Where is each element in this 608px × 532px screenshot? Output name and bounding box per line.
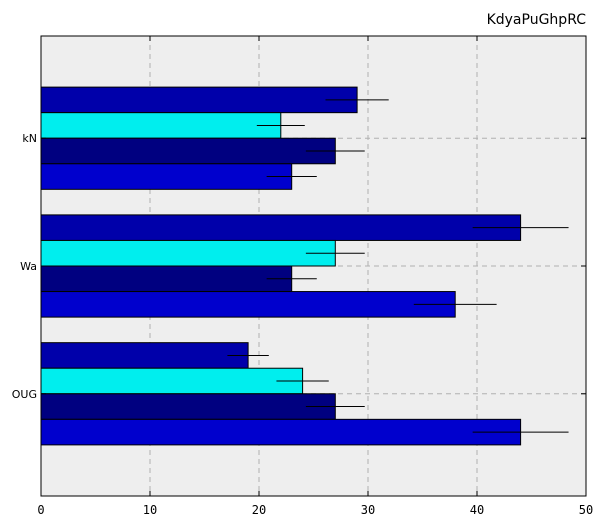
bar <box>40 342 249 369</box>
x-tick-label: 0 <box>37 503 44 517</box>
bar <box>40 86 358 114</box>
x-tick-label: 40 <box>470 503 484 517</box>
x-tick-label: 10 <box>143 503 157 517</box>
y-tick-label: Wa <box>20 260 37 273</box>
bars <box>40 86 522 446</box>
bar <box>40 393 336 420</box>
bar <box>40 291 456 318</box>
error-bars <box>227 99 569 433</box>
x-tick-label: 20 <box>252 503 266 517</box>
bar <box>40 367 304 395</box>
ticks: 0 10 20 30 40 50 kN Wa OUG <box>12 36 593 517</box>
bar <box>40 163 293 190</box>
x-tick-label: 50 <box>579 503 593 517</box>
bar <box>40 137 336 165</box>
bar <box>40 214 522 241</box>
bar <box>40 418 522 446</box>
y-tick-label: kN <box>22 132 37 145</box>
bar <box>40 239 336 267</box>
bar <box>40 265 293 293</box>
bar <box>40 112 282 139</box>
y-tick-label: OUG <box>12 388 37 401</box>
x-tick-label: 30 <box>361 503 375 517</box>
chart-title: KdyaPuGhpRC <box>487 12 587 28</box>
